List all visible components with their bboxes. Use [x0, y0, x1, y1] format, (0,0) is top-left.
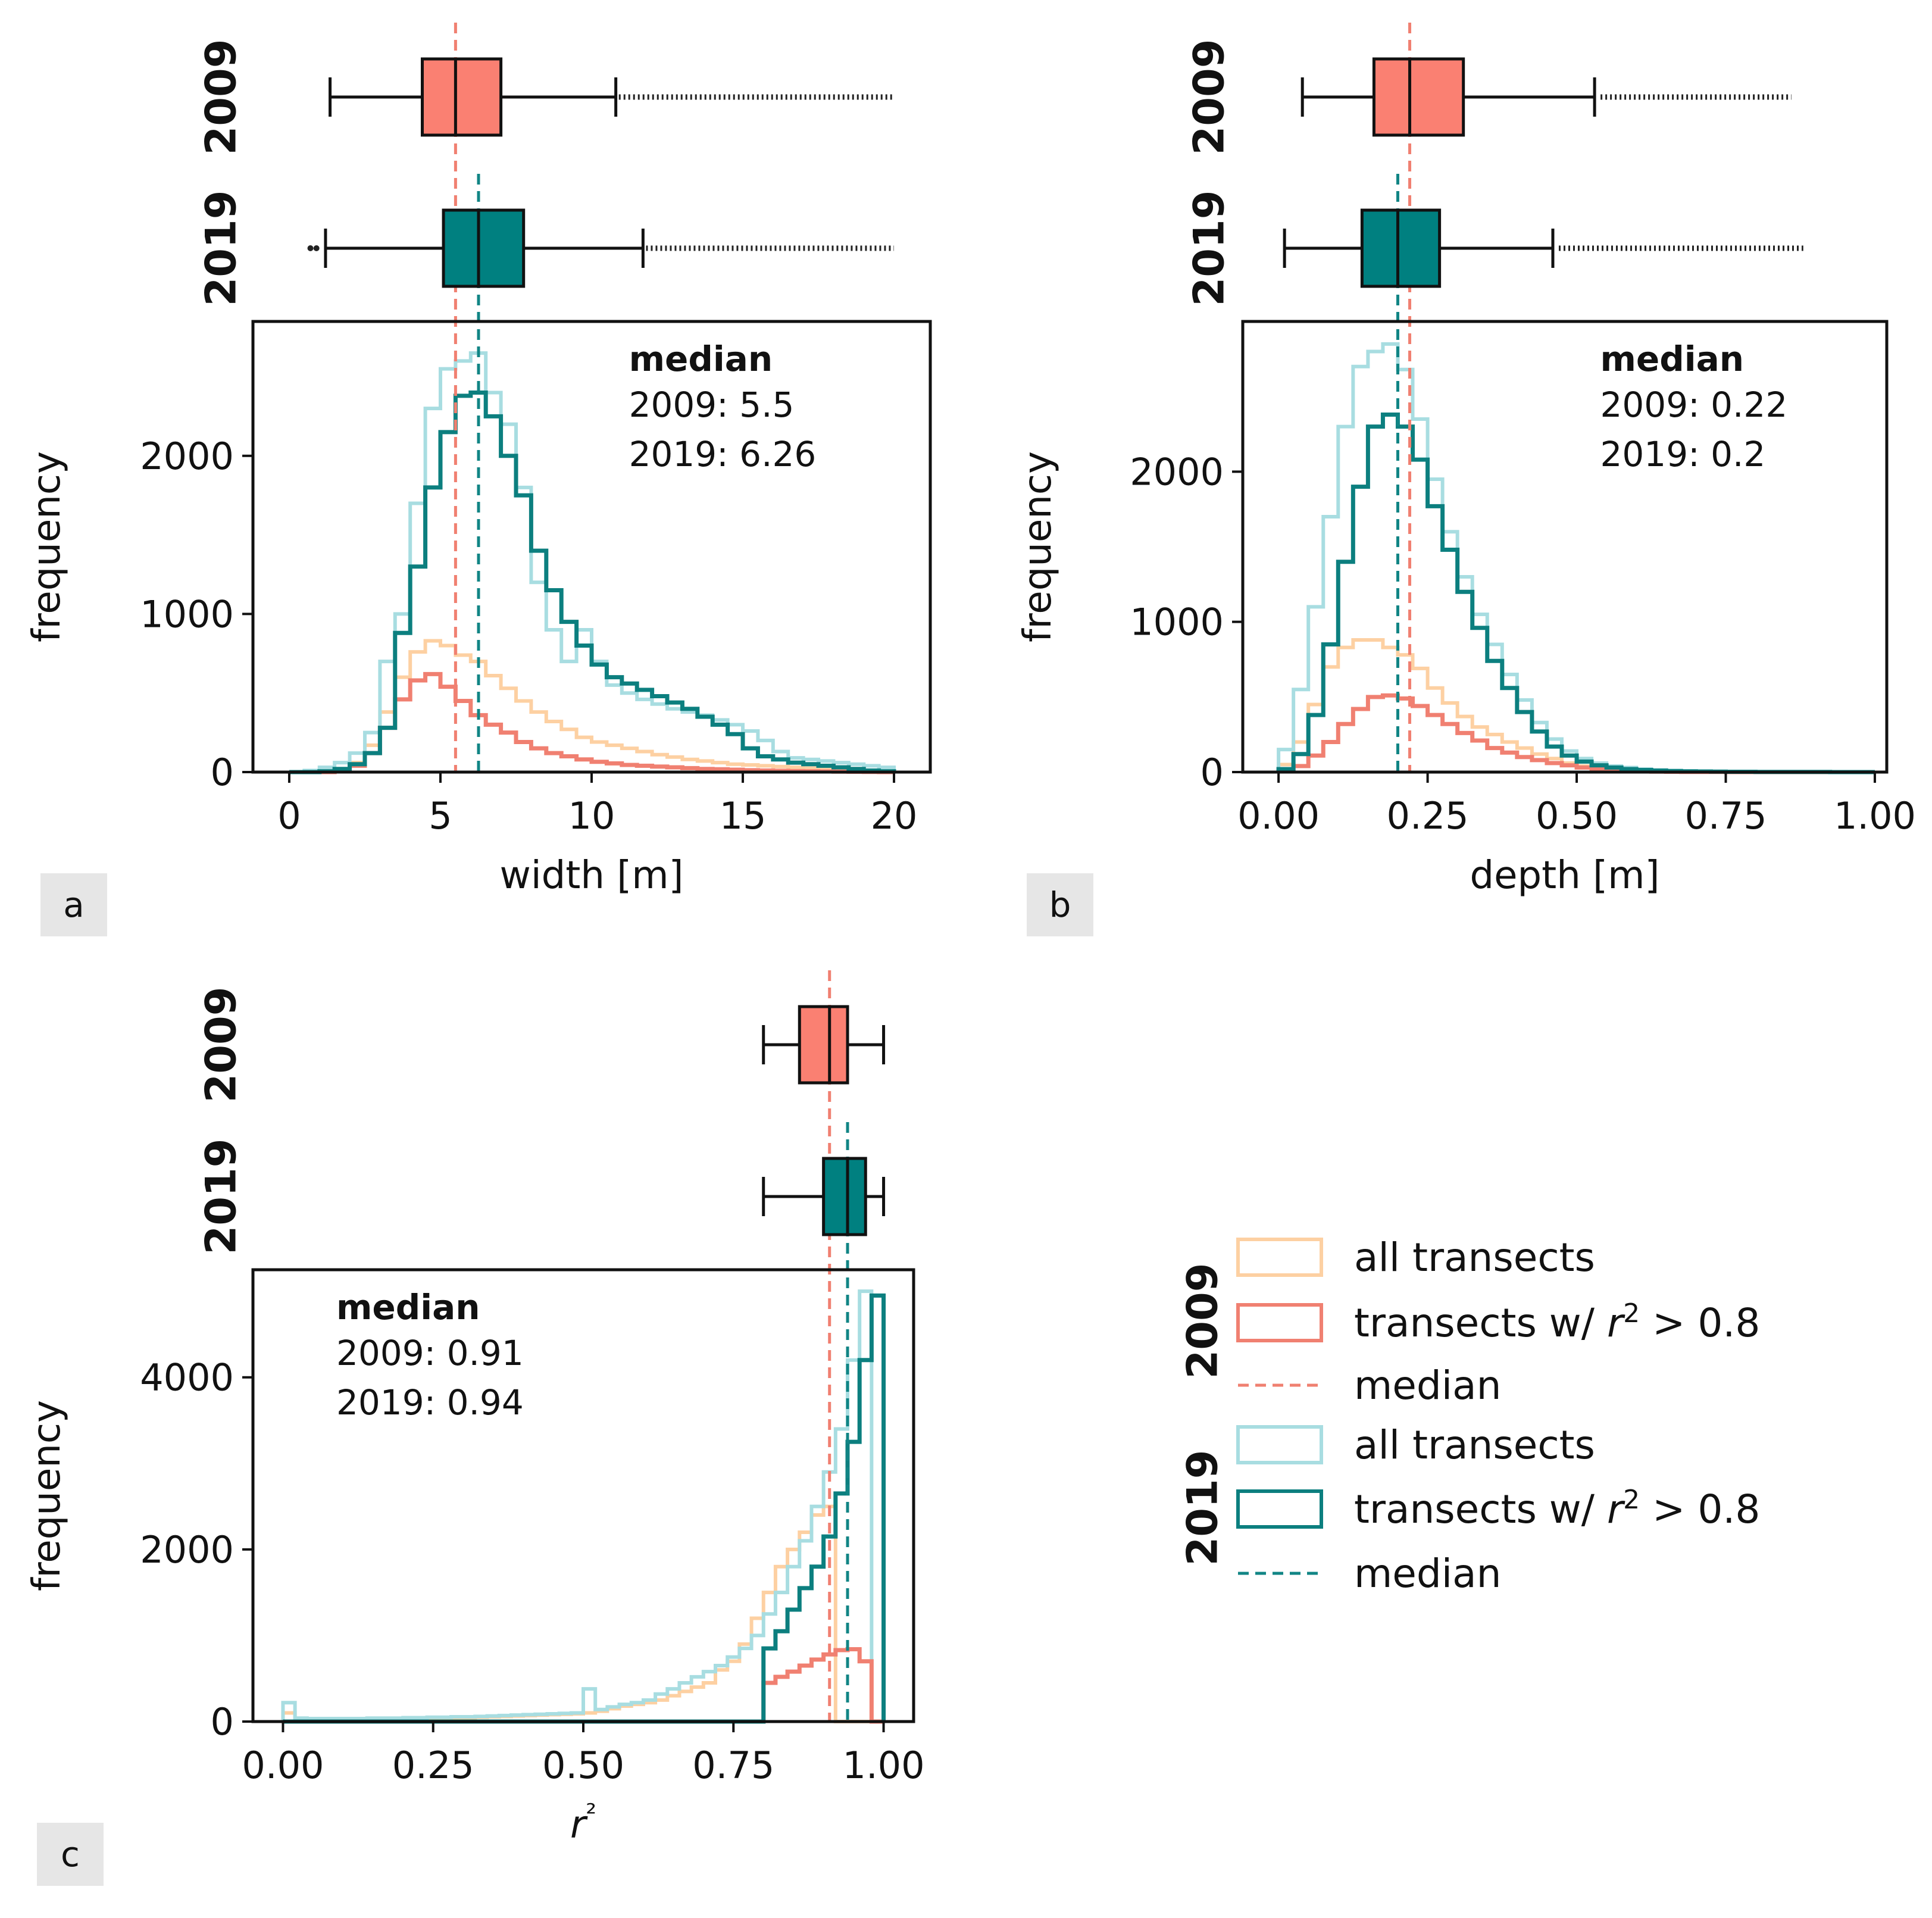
- boxplot-2019: 2019: [197, 1139, 886, 1255]
- axes-frame: [251, 320, 932, 774]
- hist-2019-all: [281, 1289, 884, 1723]
- y-tick-label: 0: [1201, 751, 1224, 794]
- hist-2019-all: [289, 351, 896, 774]
- panel-c: 0.00 0.25 0.50 0.75 1.00 0 2000 4000 r² frequency…: [25, 970, 925, 1886]
- hist-2019-r2: [1276, 412, 1875, 774]
- panel-label: b: [1049, 885, 1071, 925]
- year-label-2019: 2019: [197, 1139, 246, 1255]
- panel-b: 0.00 0.25 0.50 0.75 1.00 0 1000 2000 depth [m] fr…: [1016, 23, 1916, 936]
- y-axis-label: frequency: [1016, 451, 1060, 642]
- x-tick-label: 0.75: [692, 1744, 774, 1787]
- x-tick-label: 1.00: [1834, 794, 1916, 838]
- year-label-2009: 2009: [1185, 39, 1234, 155]
- axes-frame: [1241, 320, 1889, 774]
- legend-label: transects w/ r2 > 0.8: [1354, 1485, 1760, 1532]
- boxplot-2019: 2019: [1185, 190, 1803, 307]
- x-axis-label: r²: [570, 1798, 596, 1847]
- y-axis-label: frequency: [25, 1400, 69, 1591]
- boxplot-2019: 2019: [197, 190, 895, 307]
- outlier-point: [313, 245, 320, 251]
- median-value-1: 2019: 0.94: [336, 1382, 524, 1423]
- y-axis-label: frequency: [25, 451, 69, 642]
- x-axis-label: depth [m]: [1470, 854, 1660, 898]
- x-tick-label: 20: [871, 794, 918, 838]
- boxplot-2009: 2009: [1185, 39, 1792, 155]
- x-tick-label: 15: [720, 794, 767, 838]
- y-tick-label: 2000: [140, 435, 234, 478]
- box-iqr: [822, 1157, 867, 1236]
- legend-label: all transects: [1354, 1235, 1595, 1280]
- box-iqr: [442, 208, 526, 288]
- y-tick-label: 2000: [140, 1528, 234, 1572]
- panel-a: 0 5 10 15 20 0 1000 2000 width [m] frequency media…: [25, 23, 932, 936]
- legend-year-2019: 2019: [1178, 1450, 1227, 1566]
- legend-year-2009: 2009: [1178, 1263, 1227, 1379]
- x-axis-label: width [m]: [499, 854, 683, 898]
- x-tick-label: 10: [568, 794, 615, 838]
- y-tick-label: 1000: [140, 592, 234, 636]
- panel-label: a: [63, 885, 85, 925]
- boxplot-2009: 2009: [197, 987, 886, 1103]
- y-tick-label: 1000: [1130, 601, 1224, 644]
- y-tick-label: 0: [211, 751, 234, 794]
- median-value-0: 2009: 5.5: [629, 385, 795, 425]
- panel-label-box: [1027, 873, 1093, 936]
- legend-swatch-2019-r2: [1236, 1489, 1323, 1529]
- median-title: median: [336, 1287, 480, 1327]
- year-label-2019: 2019: [1185, 190, 1234, 307]
- median-title: median: [629, 339, 773, 379]
- y-tick-label: 0: [211, 1700, 234, 1744]
- box-iqr: [1360, 208, 1442, 288]
- x-tick-label: 0.50: [542, 1744, 624, 1787]
- x-tick-label: 0.25: [1387, 794, 1469, 838]
- legend-label: transects w/ r2 > 0.8: [1354, 1298, 1760, 1346]
- panel-label-box: [37, 1823, 104, 1886]
- legend-label: median: [1354, 1551, 1501, 1597]
- legend-label: median: [1354, 1363, 1501, 1408]
- box-iqr: [798, 1005, 849, 1085]
- year-label-2009: 2009: [197, 987, 246, 1103]
- hist-2019-r2: [289, 391, 896, 774]
- x-tick-label: 0.00: [242, 1744, 324, 1787]
- median-value-1: 2019: 0.2: [1600, 434, 1766, 474]
- legend-swatch-2009-r2: [1236, 1303, 1323, 1342]
- median-value-1: 2019: 6.26: [629, 434, 817, 474]
- box-iqr: [1372, 57, 1465, 137]
- boxplot-2009: 2009: [197, 39, 895, 155]
- median-value-0: 2009: 0.91: [336, 1333, 524, 1373]
- box-iqr: [421, 57, 503, 137]
- x-tick-label: 0.25: [392, 1744, 474, 1787]
- x-tick-label: 0.50: [1536, 794, 1618, 838]
- y-tick-label: 2000: [1130, 450, 1224, 493]
- y-tick-label: 4000: [140, 1356, 234, 1400]
- panel-label: c: [61, 1834, 80, 1875]
- legend-swatch-2009-all: [1236, 1238, 1323, 1277]
- x-tick-label: 0.75: [1684, 794, 1767, 838]
- median-title: median: [1600, 339, 1745, 379]
- x-tick-label: 1.00: [843, 1744, 925, 1787]
- panel-label-box: [40, 873, 107, 936]
- legend-swatch-2019-all: [1236, 1425, 1323, 1464]
- x-tick-label: 5: [429, 794, 452, 838]
- legend: 2009 all transects transects w/ r2 > 0.8 me…: [1178, 1235, 1761, 1597]
- x-tick-label: 0: [277, 794, 301, 838]
- year-label-2019: 2019: [197, 190, 246, 307]
- year-label-2009: 2009: [197, 39, 246, 155]
- x-tick-label: 0.00: [1237, 794, 1320, 838]
- outlier-point: [307, 245, 314, 251]
- legend-label: all transects: [1354, 1422, 1595, 1468]
- median-value-0: 2009: 0.22: [1600, 385, 1788, 425]
